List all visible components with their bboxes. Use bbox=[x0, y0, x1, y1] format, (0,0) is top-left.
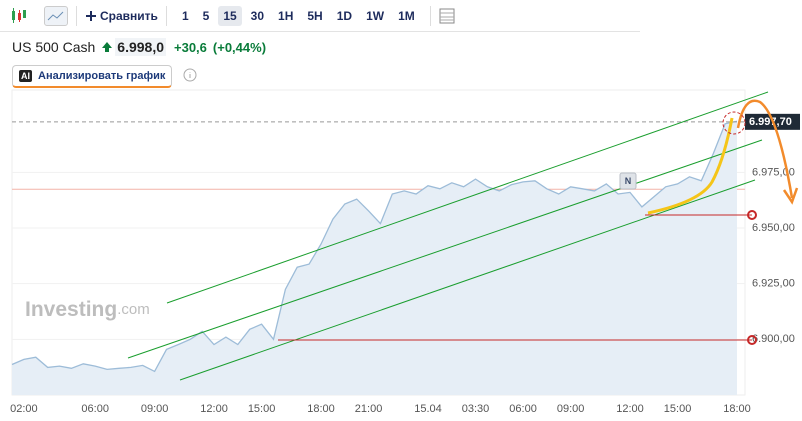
price-line bbox=[11, 120, 738, 373]
interval-button[interactable]: 1D bbox=[336, 8, 353, 23]
orange-arrow bbox=[736, 99, 794, 199]
analyze-button[interactable]: AI Анализировать график bbox=[12, 65, 173, 88]
x-tick-label: 15:00 bbox=[664, 403, 692, 415]
interval-button[interactable]: 30 bbox=[250, 8, 265, 23]
level-handle bbox=[747, 210, 757, 220]
x-tick-label: 06:00 bbox=[81, 403, 109, 415]
x-tick-label: 18:00 bbox=[723, 403, 751, 415]
interval-button[interactable]: 1W bbox=[366, 8, 385, 23]
x-tick-label: 15.04 bbox=[414, 403, 442, 415]
analyze-label: Анализировать график bbox=[38, 70, 166, 82]
instrument: US 500 Cash bbox=[12, 39, 96, 55]
price: 6.998,0 bbox=[115, 38, 166, 56]
y-tick-label: 6.900,00 bbox=[752, 333, 795, 345]
interval-button[interactable]: 1M bbox=[398, 8, 415, 23]
channel-line bbox=[179, 179, 756, 381]
area-icon[interactable] bbox=[44, 5, 68, 26]
channel-line bbox=[166, 91, 769, 304]
y-tick-label: 6.925,00 bbox=[752, 278, 795, 290]
x-tick-label: 06:00 bbox=[509, 403, 537, 415]
area-fill bbox=[12, 121, 737, 395]
drawings: N bbox=[127, 91, 799, 381]
compare-button[interactable]: Сравнить bbox=[85, 9, 158, 23]
x-tick-label: 03:30 bbox=[462, 403, 490, 415]
channel-line bbox=[127, 139, 763, 359]
x-tick-label: 15:00 bbox=[248, 403, 276, 415]
x-tick-label: 18:00 bbox=[307, 403, 335, 415]
intervals: 1 5 15 30 1H 5H 1D 1W 1M bbox=[175, 5, 422, 26]
y-tick-label: 6.950,00 bbox=[752, 222, 795, 234]
watermark-brand: Investing.com bbox=[25, 298, 150, 321]
candles-icon[interactable] bbox=[10, 7, 28, 25]
news-marker-letter: N bbox=[625, 176, 632, 186]
interval-button[interactable]: 1 bbox=[181, 8, 189, 23]
x-tick-label: 02:00 bbox=[10, 403, 38, 415]
table-icon[interactable] bbox=[439, 8, 455, 24]
x-tick-label: 21:00 bbox=[355, 403, 383, 415]
news-marker[interactable] bbox=[619, 172, 637, 190]
x-tick-label: 12:00 bbox=[616, 403, 644, 415]
interval-button[interactable]: 5H bbox=[307, 8, 323, 23]
separator bbox=[76, 5, 77, 26]
watermark-suffix: .com bbox=[117, 301, 150, 318]
toolbar: Сравнить 1 5 15 30 1H 5H 1D 1W 1M bbox=[0, 0, 640, 32]
plus-icon bbox=[86, 10, 96, 21]
info-icon[interactable] bbox=[183, 68, 197, 82]
interval-button[interactable]: 15 bbox=[218, 5, 242, 26]
change: +30,6 bbox=[174, 39, 207, 55]
level-handle bbox=[747, 335, 757, 345]
watermark: Investing.com bbox=[25, 298, 150, 321]
watermark-brand-text: Investing bbox=[25, 298, 117, 321]
header: US 500 Cash 6.998,0 +30,6 (+0,44%) bbox=[12, 38, 266, 56]
interval-button[interactable]: 1H bbox=[278, 8, 294, 23]
interval-button[interactable]: 5 bbox=[202, 8, 210, 23]
y-tick-label: 6.975,00 bbox=[752, 166, 795, 178]
x-tick-label: 09:00 bbox=[141, 403, 169, 415]
up-arrow bbox=[102, 42, 113, 52]
separator bbox=[429, 5, 431, 26]
change-pct: (+0,44%) bbox=[212, 39, 267, 55]
arrow-head bbox=[782, 187, 799, 205]
highlight-circle bbox=[722, 111, 746, 135]
yellow-curve bbox=[647, 117, 734, 215]
x-tick-label: 09:00 bbox=[557, 403, 585, 415]
x-tick-label: 12:00 bbox=[200, 403, 228, 415]
separator bbox=[165, 5, 167, 26]
ai-badge: AI bbox=[19, 70, 32, 82]
last-price-label: 6.997,70 bbox=[749, 116, 792, 128]
compare-label: Сравнить bbox=[100, 8, 158, 23]
